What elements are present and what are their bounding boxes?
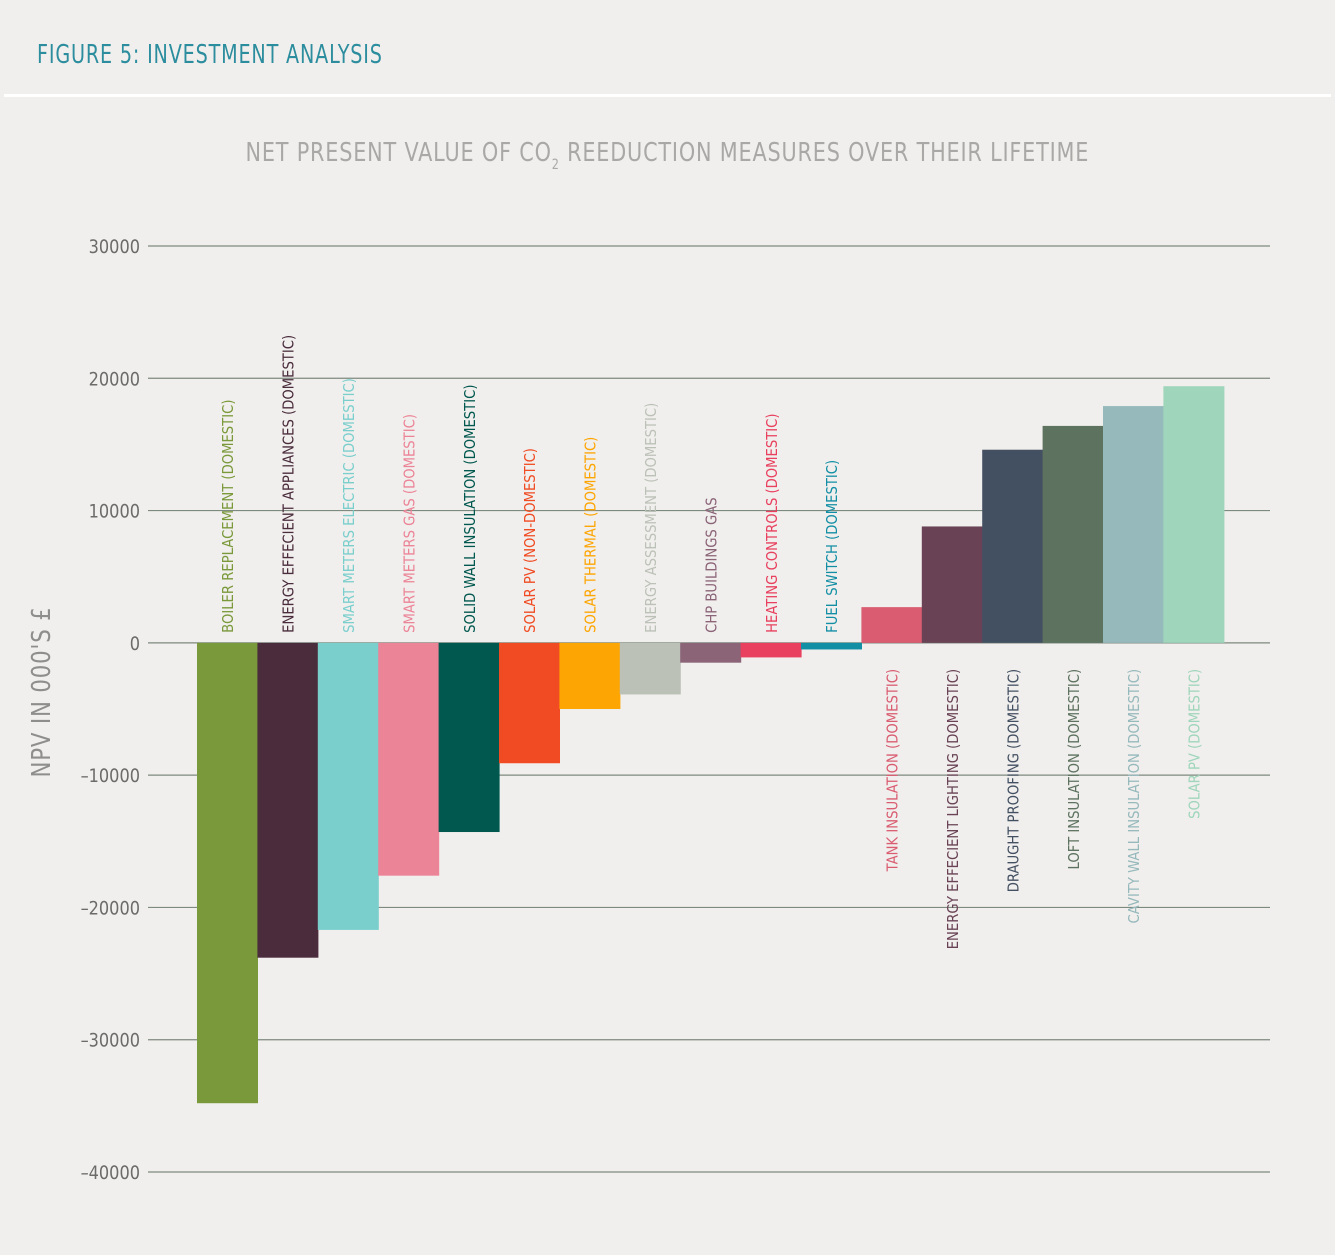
bar-label: SOLAR PV (DOMESTIC) bbox=[1187, 669, 1204, 819]
bar-label: BOILER REPLACEMENT (DOMESTIC) bbox=[220, 400, 237, 633]
y-tick-label: 30000 bbox=[89, 237, 140, 259]
chart-title-main: NET PRESENT VALUE OF CO bbox=[245, 138, 552, 168]
y-tick-label: –10000 bbox=[81, 766, 140, 788]
bar bbox=[559, 642, 621, 709]
bar-label: SMART METERS GAS (DOMESTIC) bbox=[402, 414, 419, 633]
bar bbox=[801, 642, 862, 650]
bar bbox=[317, 642, 379, 930]
bar bbox=[740, 642, 802, 658]
bar-label: LOFT INSULATION (DOMESTIC) bbox=[1066, 669, 1083, 870]
bar bbox=[680, 642, 742, 663]
figure-title: FIGURE 5: INVESTMENT ANALYSIS bbox=[37, 40, 383, 70]
figure-header: FIGURE 5: INVESTMENT ANALYSIS bbox=[4, 4, 1331, 94]
bar-label: SOLAR PV (NON-DOMESTIC) bbox=[522, 448, 539, 633]
bar bbox=[1103, 406, 1164, 643]
bar-label: ENERGY EFFECIENT LIGHTING (DOMESTIC) bbox=[945, 669, 962, 949]
bar-label: ENERGY EFFECIENT APPLIANCES (DOMESTIC) bbox=[281, 335, 298, 633]
bar bbox=[982, 449, 1044, 643]
chart-title: NET PRESENT VALUE OF CO2 REEDUCTION MEAS… bbox=[0, 138, 1335, 173]
bar bbox=[619, 642, 681, 695]
bar bbox=[1163, 386, 1225, 643]
bar-label: CHP BUILDINGS GAS bbox=[704, 497, 721, 632]
bar bbox=[378, 642, 440, 876]
bar bbox=[861, 607, 923, 643]
bar bbox=[438, 642, 500, 833]
y-tick-label: –20000 bbox=[81, 898, 140, 920]
bar bbox=[197, 642, 258, 1104]
y-tick-label: 0 bbox=[130, 634, 140, 656]
bar bbox=[499, 642, 560, 764]
y-tick-label: 20000 bbox=[89, 369, 140, 391]
chart-title-rest: REEDUCTION MEASURES OVER THEIR LIFETIME bbox=[559, 138, 1090, 168]
bar-label: SMART METERS ELECTRIC (DOMESTIC) bbox=[341, 378, 358, 633]
y-tick-label: –40000 bbox=[81, 1163, 140, 1185]
bar bbox=[921, 526, 983, 643]
bar-label: CAVITY WALL INSULATION (DOMESTIC) bbox=[1126, 669, 1143, 924]
bar bbox=[257, 642, 319, 958]
bar bbox=[1042, 425, 1104, 643]
bar-label: SOLID WALL INSULATION (DOMESTIC) bbox=[462, 385, 479, 633]
bar-label: DRAUGHT PROOFING (DOMESTIC) bbox=[1006, 669, 1023, 892]
header-divider bbox=[4, 94, 1331, 97]
bar-label: SOLAR THERMAL (DOMESTIC) bbox=[583, 437, 600, 633]
bar-label: HEATING CONTROLS (DOMESTIC) bbox=[764, 413, 781, 632]
y-tick-label: 10000 bbox=[89, 501, 140, 523]
bar-label: TANK INSULATION (DOMESTIC) bbox=[885, 669, 902, 872]
y-tick-label: –30000 bbox=[81, 1031, 140, 1053]
bar-label: ENERGY ASSESSMENT (DOMESTIC) bbox=[643, 403, 660, 633]
bar-label: FUEL SWITCH (DOMESTIC) bbox=[824, 460, 841, 633]
chart-title-subscript: 2 bbox=[551, 157, 560, 173]
